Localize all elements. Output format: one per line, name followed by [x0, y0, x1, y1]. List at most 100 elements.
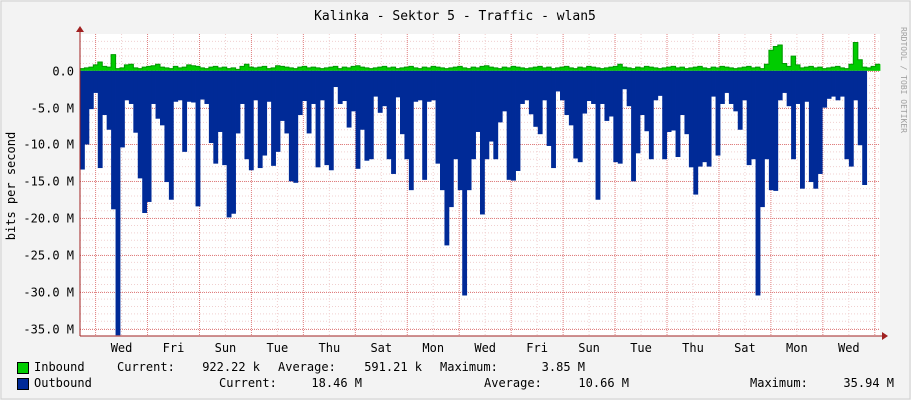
- inbound-bar: [662, 67, 668, 71]
- outbound-bar: [84, 70, 90, 145]
- outbound-bar: [537, 70, 543, 135]
- y-tick-label: -20.0 M: [23, 212, 74, 226]
- x-tick-label: Sat: [734, 341, 756, 355]
- outbound-bar: [262, 70, 268, 156]
- x-tick-label: Sun: [578, 341, 600, 355]
- outbound-legend-swatch: [17, 378, 29, 390]
- inbound-bar: [128, 64, 134, 71]
- outbound-bar: [360, 70, 365, 130]
- inbound-bar: [617, 64, 623, 71]
- x-tick-label: Sun: [215, 341, 237, 355]
- outbound-bar: [404, 70, 410, 160]
- inbound-bar: [244, 64, 250, 71]
- outbound-bar: [742, 70, 748, 101]
- inbound-bar: [724, 67, 730, 71]
- inbound-bar: [737, 67, 743, 71]
- inbound-bar: [235, 69, 241, 71]
- outbound-bar: [760, 70, 765, 208]
- inbound-bar: [186, 64, 192, 71]
- inbound-bar: [404, 67, 410, 71]
- outbound-bar: [280, 70, 285, 121]
- outbound-bar: [173, 70, 179, 102]
- outbound-bar: [440, 70, 445, 191]
- inbound-bar: [377, 67, 383, 71]
- inbound-bar: [391, 67, 396, 71]
- inbound-bar: [480, 66, 485, 71]
- inbound-bar: [182, 67, 188, 71]
- outbound-bar: [373, 70, 379, 97]
- inbound-bar: [653, 67, 659, 71]
- inbound-bar: [106, 67, 112, 71]
- inbound-bar: [288, 67, 294, 71]
- inbound-bar: [764, 64, 770, 71]
- inbound-bar: [222, 67, 228, 71]
- inbound-bar: [88, 67, 94, 71]
- outbound-bar: [182, 70, 188, 152]
- inbound-bar: [644, 66, 650, 71]
- inbound-bar: [293, 68, 299, 71]
- inbound-bar: [608, 67, 614, 71]
- outbound-bar: [755, 70, 761, 296]
- inbound-bar: [262, 66, 268, 71]
- outbound-bar: [484, 70, 490, 160]
- outbound-bar: [311, 70, 316, 104]
- outbound-bar: [80, 70, 85, 170]
- inbound-bar: [751, 67, 756, 71]
- outbound-bar: [795, 70, 801, 104]
- outbound-bar: [480, 70, 485, 215]
- outbound-bar: [284, 70, 290, 134]
- inbound-bar: [591, 67, 596, 71]
- outbound-bar: [800, 70, 805, 189]
- outbound-bar: [435, 70, 441, 164]
- outbound-bar: [240, 70, 245, 104]
- outbound-bar: [693, 70, 699, 195]
- outbound-bar: [342, 70, 348, 102]
- outbound-bar: [315, 70, 321, 168]
- inbound-bar: [657, 68, 663, 71]
- inbound-bar: [551, 68, 556, 71]
- inbound-bar: [635, 67, 641, 71]
- outbound-bar: [195, 70, 201, 207]
- outbound-average-label: Average:: [484, 376, 542, 390]
- inbound-bar: [333, 66, 339, 71]
- inbound-bar: [102, 66, 108, 71]
- inbound-bar: [368, 68, 374, 71]
- inbound-bar: [191, 65, 196, 71]
- inbound-bar: [493, 67, 499, 71]
- inbound-bar: [857, 59, 863, 71]
- inbound-bar: [408, 66, 414, 71]
- inbound-bar: [93, 64, 99, 71]
- x-tick-label: Mon: [422, 341, 444, 355]
- outbound-bar: [244, 70, 250, 160]
- inbound-legend-swatch: [17, 362, 29, 374]
- inbound-bar: [271, 67, 276, 71]
- inbound-bar: [746, 66, 752, 71]
- inbound-bar: [231, 67, 236, 71]
- outbound-bar: [146, 70, 152, 202]
- outbound-bar: [684, 70, 690, 135]
- inbound-bar: [488, 67, 494, 71]
- inbound-bar: [484, 65, 490, 71]
- inbound-current-label: Current:: [117, 360, 175, 374]
- outbound-bar: [706, 70, 712, 167]
- inbound-bar: [622, 67, 628, 71]
- inbound-bar: [604, 67, 610, 71]
- x-tick-label: Sat: [370, 341, 392, 355]
- outbound-bar: [551, 70, 556, 169]
- inbound-bar: [786, 66, 792, 71]
- rrdtool-watermark: RRDTOOL / TOBI OETIKER: [899, 27, 908, 133]
- inbound-bar: [275, 65, 281, 71]
- inbound-bar: [537, 66, 543, 71]
- outbound-bar: [466, 70, 472, 191]
- inbound-average-label: Average:: [278, 360, 336, 374]
- inbound-bar: [253, 67, 259, 71]
- outbound-bar: [448, 70, 454, 208]
- inbound-bar: [440, 67, 445, 71]
- inbound-bar: [684, 68, 690, 71]
- outbound-bar: [208, 70, 214, 144]
- outbound-bar: [804, 70, 810, 102]
- inbound-maximum-label: Maximum:: [440, 360, 498, 374]
- outbound-bar: [355, 70, 361, 169]
- outbound-bar: [822, 70, 828, 108]
- outbound-bar: [617, 70, 623, 164]
